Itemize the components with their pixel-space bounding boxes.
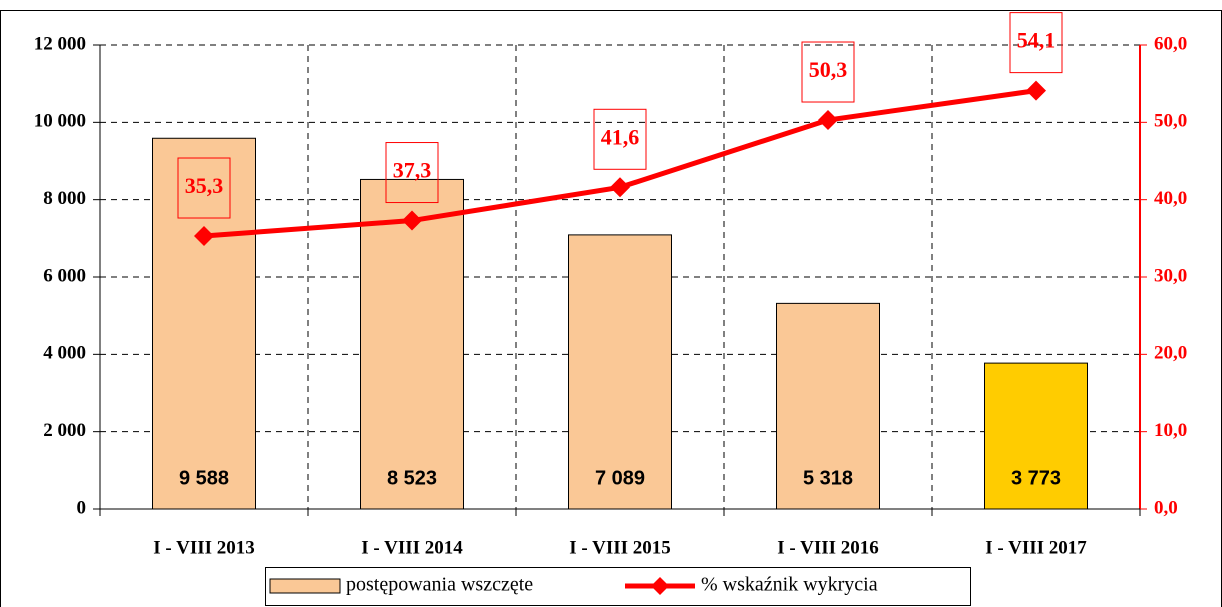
- line-marker: [610, 177, 630, 198]
- y-tick-label: 6 000: [43, 265, 86, 286]
- y2-tick-label: 20,0: [1154, 343, 1187, 364]
- y2-tick-label: 60,0: [1154, 33, 1187, 54]
- line-marker: [818, 110, 838, 131]
- data-label-box: [1009, 12, 1063, 74]
- y-tick-label: 0: [77, 497, 87, 518]
- y2-tick-label: 40,0: [1154, 188, 1187, 209]
- data-label-box: [801, 41, 855, 103]
- data-label-box: [593, 108, 647, 170]
- y-tick-label: 8 000: [43, 188, 86, 209]
- line-value-label: 37,3: [393, 158, 432, 183]
- bar: [152, 137, 256, 510]
- y2-tick-label: 0,0: [1154, 497, 1178, 518]
- line-marker: [402, 210, 422, 231]
- legend-label: % wskaźnik wykrycia: [701, 574, 878, 596]
- y2-tick-label: 30,0: [1154, 265, 1187, 286]
- line-value-label: 41,6: [601, 124, 640, 149]
- x-tick-label: I - VIII 2015: [569, 537, 671, 558]
- bar: [984, 362, 1088, 510]
- x-tick-label: I - VIII 2016: [777, 537, 879, 558]
- legend-marker: [651, 577, 669, 595]
- line-value-label: 54,1: [1017, 28, 1056, 53]
- line: [203, 88, 1037, 239]
- y-tick-label: 2 000: [43, 420, 86, 441]
- legend: postępowania wszczęte % wskaźnik wykrycia: [265, 567, 971, 606]
- y2-tick-label: 50,0: [1154, 111, 1187, 132]
- bar-value-label: 9 588: [179, 467, 229, 489]
- bar-value-label: 8 523: [387, 467, 437, 489]
- line-marker: [194, 226, 214, 247]
- y-tick-label: 10 000: [34, 111, 86, 132]
- bar-value-label: 7 089: [595, 467, 645, 489]
- legend-swatch: [269, 578, 341, 594]
- x-tick-label: I - VIII 2014: [361, 537, 463, 558]
- bar-value-label: 5 318: [803, 467, 853, 489]
- line-marker: [1026, 80, 1046, 101]
- line-value-label: 50,3: [809, 57, 848, 82]
- bar-value-label: 3 773: [1011, 467, 1061, 489]
- y2-tick-label: 10,0: [1154, 420, 1187, 441]
- line-value-label: 35,3: [185, 173, 224, 198]
- data-label-box: [385, 142, 439, 204]
- y-tick-label: 12 000: [34, 33, 86, 54]
- legend-box: [265, 567, 971, 606]
- legend-label: postępowania wszczęte: [346, 574, 533, 596]
- bar: [360, 178, 464, 510]
- x-tick-label: I - VIII 2013: [153, 537, 255, 558]
- x-tick-label: I - VIII 2017: [985, 537, 1087, 558]
- bar: [776, 302, 880, 510]
- data-label-box: [177, 157, 231, 219]
- y-tick-label: 4 000: [43, 343, 86, 364]
- bar: [568, 234, 672, 510]
